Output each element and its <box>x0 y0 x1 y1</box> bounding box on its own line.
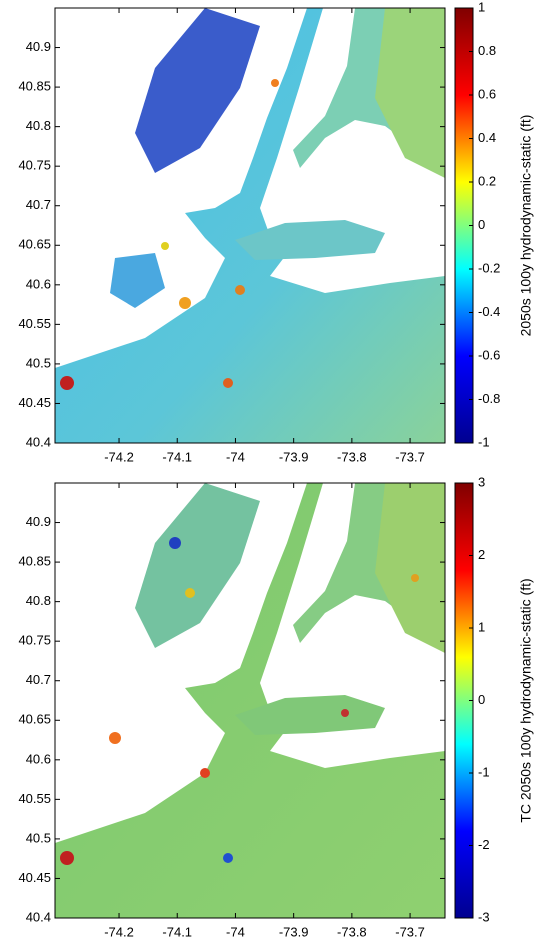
y-tick-label: 40.8 <box>26 118 51 133</box>
y-tick-label: 40.75 <box>18 158 51 173</box>
y-tick-label: 40.8 <box>26 593 51 608</box>
x-tick-label: -73.9 <box>279 449 309 464</box>
y-tick-label: 40.6 <box>26 276 51 291</box>
y-tick-label: 40.45 <box>18 395 51 410</box>
colorbar-tick-label: 1 <box>478 619 485 634</box>
colorbar-tick-label: 0 <box>478 692 485 707</box>
y-tick-label: 40.55 <box>18 791 51 806</box>
y-tick-label: 40.65 <box>18 712 51 727</box>
colorbar-tick-label: -1 <box>478 434 490 449</box>
y-tick-label: 40.4 <box>26 434 51 449</box>
axes-frame <box>54 482 446 919</box>
y-tick-label: 40.5 <box>26 355 51 370</box>
colorbar-label: TC 2050s 100y hydrodynamic-static (ft) <box>518 578 534 822</box>
x-tick-label: -74.2 <box>104 449 134 464</box>
y-tick-label: 40.5 <box>26 830 51 845</box>
y-tick-label: 40.65 <box>18 237 51 252</box>
x-tick-label: -73.8 <box>337 449 367 464</box>
y-tick-label: 40.7 <box>26 672 51 687</box>
y-tick-label: 40.85 <box>18 554 51 569</box>
colorbar-tick-label: 1 <box>478 0 485 14</box>
map-panel <box>55 483 445 918</box>
colorbar-tick-label: 0.8 <box>478 43 496 58</box>
axes-frame <box>54 7 446 444</box>
colorbar-tick-label: 0 <box>478 217 485 232</box>
colorbar-tick-label: -0.8 <box>478 391 500 406</box>
y-tick-label: 40.9 <box>26 39 51 54</box>
x-tick-label: -74 <box>226 449 245 464</box>
colorbar-tick-label: -0.4 <box>478 304 500 319</box>
x-tick-label: -74.2 <box>104 924 134 939</box>
colorbar-tick-label: 2 <box>478 547 485 562</box>
x-tick-label: -74 <box>226 924 245 939</box>
x-tick-label: -74.1 <box>162 924 192 939</box>
map-panel <box>55 8 445 443</box>
colorbar-tick-label: -0.6 <box>478 347 500 362</box>
y-tick-label: 40.55 <box>18 316 51 331</box>
x-tick-label: -73.7 <box>395 449 425 464</box>
colorbar-tick-label: -2 <box>478 837 490 852</box>
y-tick-label: 40.75 <box>18 633 51 648</box>
x-tick-label: -73.8 <box>337 924 367 939</box>
colorbar-tick-label: 3 <box>478 474 485 489</box>
y-tick-label: 40.7 <box>26 197 51 212</box>
y-tick-label: 40.9 <box>26 514 51 529</box>
colorbar-tick-label: -1 <box>478 764 490 779</box>
y-tick-label: 40.6 <box>26 751 51 766</box>
colorbar-tick-label: 0.4 <box>478 130 496 145</box>
y-tick-label: 40.45 <box>18 870 51 885</box>
colorbar-tick-label: 0.6 <box>478 86 496 101</box>
colorbar-label: 2050s 100y hydrodynamic-static (ft) <box>518 115 534 337</box>
y-tick-label: 40.4 <box>26 909 51 924</box>
x-tick-label: -73.7 <box>395 924 425 939</box>
y-tick-label: 40.85 <box>18 79 51 94</box>
colorbar-tick-label: -3 <box>478 909 490 924</box>
x-tick-label: -73.9 <box>279 924 309 939</box>
colorbar-tick-label: -0.2 <box>478 260 500 275</box>
colorbar-tick-label: 0.2 <box>478 173 496 188</box>
x-tick-label: -74.1 <box>162 449 192 464</box>
